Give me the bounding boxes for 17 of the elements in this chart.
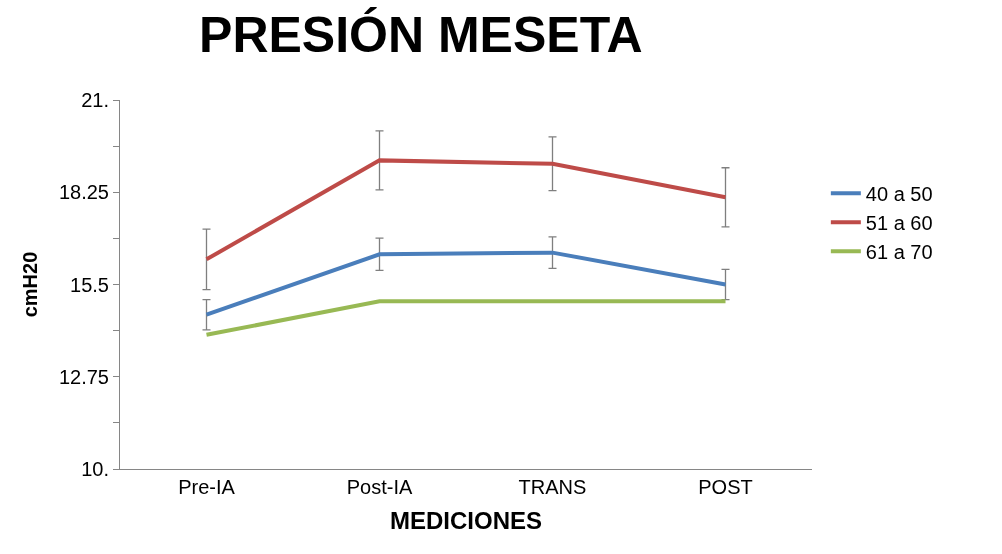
legend-label: 61 a 70 — [865, 241, 933, 264]
y-tick-label: 15.5 — [70, 273, 109, 296]
y-tick-label: 18.25 — [58, 181, 109, 204]
y-tick-label: 12.75 — [58, 365, 109, 388]
line-series — [204, 158, 728, 262]
chart-title: PRESIÓN MESETA — [199, 6, 643, 63]
line-series — [204, 250, 728, 317]
x-tick-label: Post-IA — [346, 476, 413, 498]
x-tick-label: TRANS — [518, 476, 587, 498]
x-tick-label: Pre-IA — [178, 476, 236, 498]
y-tick-label: 10. — [81, 458, 109, 480]
legend-label: 51 a 60 — [865, 212, 933, 235]
legend-label: 40 a 50 — [865, 183, 933, 206]
x-tick-label: POST — [698, 476, 753, 498]
x-axis-title: MEDICIONES — [389, 507, 543, 535]
y-axis-title: cmH20 — [19, 251, 42, 318]
y-tick-label: 21. — [81, 89, 109, 111]
